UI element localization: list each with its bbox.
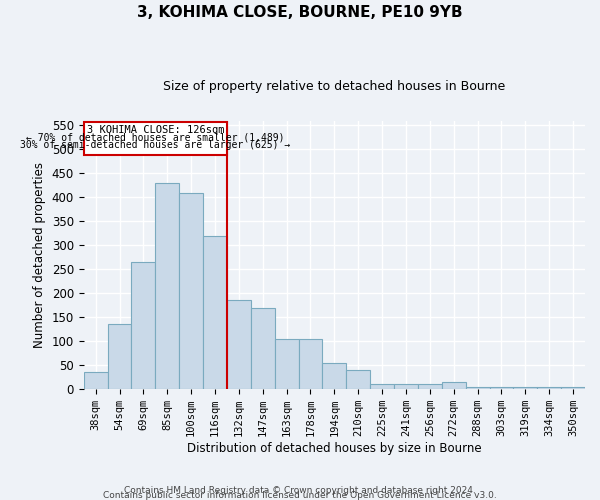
Bar <box>322 363 346 389</box>
FancyBboxPatch shape <box>83 122 227 155</box>
Text: 30% of semi-detached houses are larger (625) →: 30% of semi-detached houses are larger (… <box>20 140 290 149</box>
Bar <box>203 236 227 389</box>
Bar <box>251 308 275 389</box>
Bar <box>466 387 490 389</box>
Bar <box>346 370 370 389</box>
Bar <box>155 183 179 389</box>
Text: Contains public sector information licensed under the Open Government Licence v3: Contains public sector information licen… <box>103 491 497 500</box>
Bar <box>418 384 442 389</box>
Bar <box>227 300 251 389</box>
Bar <box>490 387 514 389</box>
Title: Size of property relative to detached houses in Bourne: Size of property relative to detached ho… <box>163 80 505 93</box>
Bar <box>537 387 561 389</box>
X-axis label: Distribution of detached houses by size in Bourne: Distribution of detached houses by size … <box>187 442 482 455</box>
Bar <box>299 339 322 389</box>
Y-axis label: Number of detached properties: Number of detached properties <box>33 162 46 348</box>
Bar <box>83 372 107 389</box>
Bar <box>370 384 394 389</box>
Bar <box>442 382 466 389</box>
Bar <box>107 324 131 389</box>
Bar <box>514 387 537 389</box>
Bar <box>394 384 418 389</box>
Text: Contains HM Land Registry data © Crown copyright and database right 2024.: Contains HM Land Registry data © Crown c… <box>124 486 476 495</box>
Bar <box>179 192 203 389</box>
Text: ← 70% of detached houses are smaller (1,489): ← 70% of detached houses are smaller (1,… <box>26 132 284 142</box>
Bar <box>131 262 155 389</box>
Text: 3 KOHIMA CLOSE: 126sqm: 3 KOHIMA CLOSE: 126sqm <box>86 126 224 136</box>
Text: 3, KOHIMA CLOSE, BOURNE, PE10 9YB: 3, KOHIMA CLOSE, BOURNE, PE10 9YB <box>137 5 463 20</box>
Bar <box>561 387 585 389</box>
Bar <box>275 339 299 389</box>
